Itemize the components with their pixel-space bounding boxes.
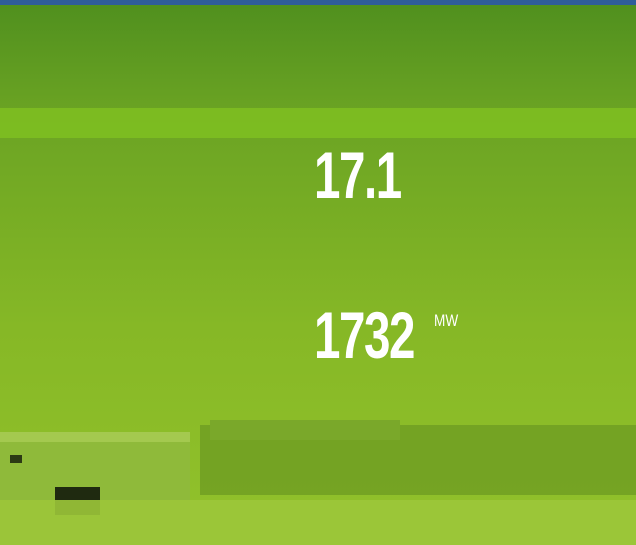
- band: [0, 108, 636, 138]
- stat-value: 1732: [314, 298, 415, 372]
- window: [10, 455, 22, 463]
- factory-roof: [210, 420, 400, 440]
- ground: [0, 500, 636, 545]
- stat-value: 17.1: [314, 138, 402, 212]
- building-roof: [0, 432, 190, 442]
- top-bar: [0, 0, 636, 5]
- stat-unit: MW: [434, 311, 459, 330]
